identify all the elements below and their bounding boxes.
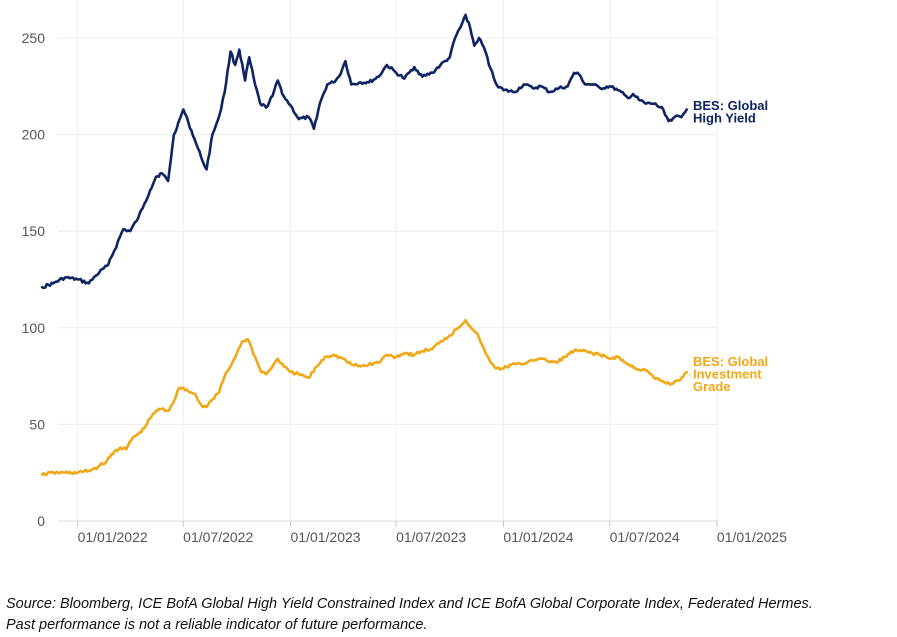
source-note-line-1: Source: Bloomberg, ICE BofA Global High … (6, 596, 813, 612)
x-tick-label: 01/07/2023 (396, 529, 466, 545)
y-tick-label: 50 (29, 416, 45, 432)
x-tick-label: 01/01/2024 (503, 529, 573, 545)
series-label-text: High Yield (693, 111, 756, 126)
x-axis: 01/01/2022 01/07/2022 01/01/2023 01/07/2023… (58, 520, 787, 545)
gridlines (58, 0, 718, 521)
source-note-line-2: Past performance is not a reliable indic… (6, 617, 428, 633)
x-tick-label: 01/01/2025 (717, 529, 787, 545)
series-label-text: Investment (693, 367, 762, 382)
series-label-text: Grade (693, 379, 731, 394)
y-tick-label: 0 (37, 513, 45, 529)
x-tick-label: 01/07/2022 (183, 529, 253, 545)
y-tick-label: 200 (22, 127, 46, 143)
x-tick-label: 01/01/2022 (78, 529, 148, 545)
y-tick-label: 150 (22, 223, 46, 239)
series-layer (40, 13, 688, 477)
series-label-text: BES: Global (693, 98, 768, 113)
y-tick-label: 100 (22, 320, 46, 336)
series-line-high-yield (40, 13, 688, 290)
series-line-investment-grade (40, 318, 688, 477)
x-tick-label: 01/01/2023 (291, 529, 361, 545)
series-label-text: BES: Global (693, 354, 768, 369)
x-tick-label: 01/07/2024 (610, 529, 680, 545)
y-axis: 0 50 100 150 200 250 (22, 30, 46, 529)
y-tick-label: 250 (22, 30, 46, 46)
